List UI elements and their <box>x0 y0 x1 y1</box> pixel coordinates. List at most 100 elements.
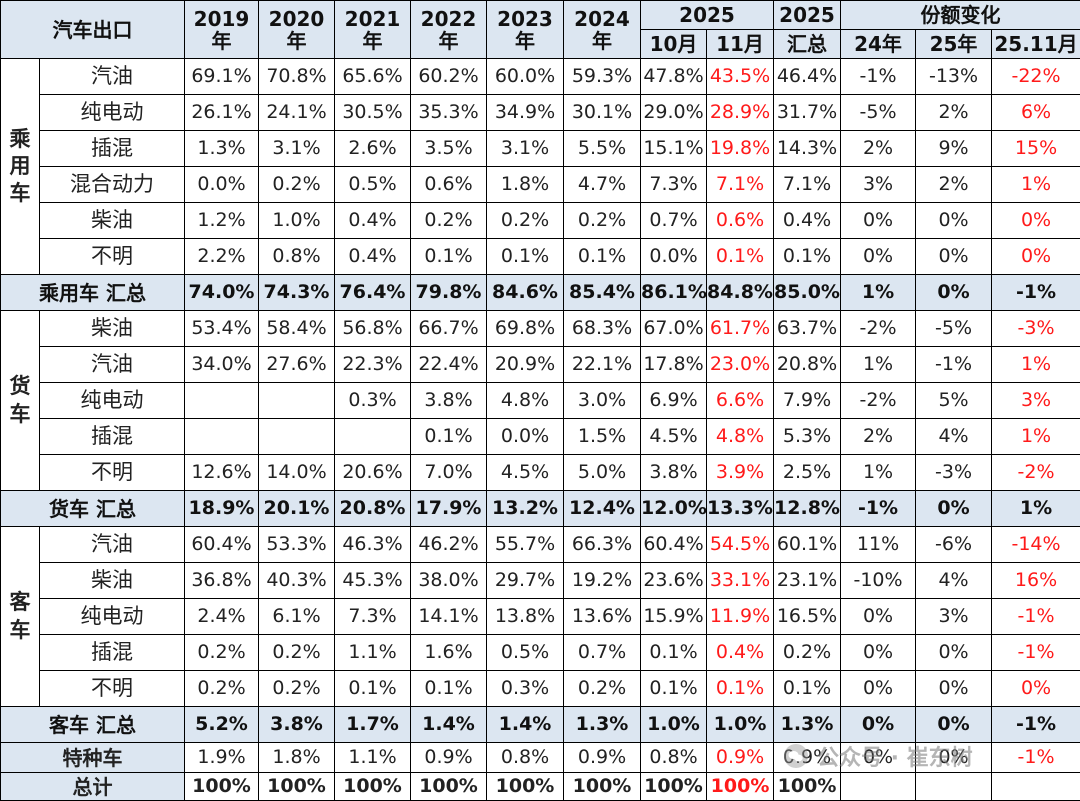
value-cell: 29.7% <box>487 563 564 599</box>
value-cell: 2% <box>841 419 916 455</box>
value-cell <box>185 419 259 455</box>
value-cell: 19.2% <box>564 563 641 599</box>
fuel-label: 汽油 <box>40 527 185 563</box>
value-cell: 1.4% <box>487 707 564 743</box>
empty-cell <box>916 773 992 801</box>
value-cell: 0.8% <box>259 239 335 275</box>
value-cell: 0.1% <box>641 671 707 707</box>
value-cell: 0.3% <box>487 671 564 707</box>
value-cell: 11.9% <box>707 599 774 635</box>
value-cell: 60.0% <box>487 59 564 95</box>
value-cell: 0.1% <box>564 239 641 275</box>
value-cell: 0.9% <box>774 743 841 773</box>
value-cell: 0.1% <box>707 671 774 707</box>
value-cell: 34.0% <box>185 347 259 383</box>
value-cell: 84.8% <box>707 275 774 311</box>
value-cell: 3% <box>992 383 1080 419</box>
value-cell: 4.7% <box>564 167 641 203</box>
sum-label-header: 汇总 <box>774 30 841 59</box>
value-cell: 15.9% <box>641 599 707 635</box>
value-cell: -5% <box>841 95 916 131</box>
value-cell: -2% <box>841 311 916 347</box>
value-cell: 69.1% <box>185 59 259 95</box>
value-cell: -1% <box>992 635 1080 671</box>
value-cell: 0.1% <box>487 239 564 275</box>
value-cell: 0.2% <box>487 203 564 239</box>
value-cell: 5.0% <box>564 455 641 491</box>
share-col-header: 24年 <box>841 30 916 59</box>
value-cell: 2.2% <box>185 239 259 275</box>
value-cell: 4.8% <box>707 419 774 455</box>
value-cell: 7.3% <box>335 599 411 635</box>
value-cell: 4% <box>916 419 992 455</box>
value-cell: 5.2% <box>185 707 259 743</box>
value-cell: 85.0% <box>774 275 841 311</box>
value-cell: 1% <box>992 167 1080 203</box>
value-cell: 23.6% <box>641 563 707 599</box>
fuel-label: 汽油 <box>40 347 185 383</box>
value-cell: 0% <box>841 599 916 635</box>
year-header: 2024 年 <box>564 1 641 59</box>
value-cell: 20.9% <box>487 347 564 383</box>
value-cell: 1.0% <box>707 707 774 743</box>
value-cell: 0.9% <box>411 743 487 773</box>
value-cell: 1% <box>992 419 1080 455</box>
value-cell: 0.2% <box>564 203 641 239</box>
value-cell: 3.5% <box>411 131 487 167</box>
nov-header: 11月 <box>707 30 774 59</box>
value-cell: 66.7% <box>411 311 487 347</box>
value-cell: 0.7% <box>641 203 707 239</box>
value-cell: 0% <box>916 203 992 239</box>
value-cell: 3.1% <box>259 131 335 167</box>
value-cell: 67.0% <box>641 311 707 347</box>
value-cell: 68.3% <box>564 311 641 347</box>
value-cell: 0% <box>992 239 1080 275</box>
value-cell: 0.5% <box>487 635 564 671</box>
value-cell: 43.5% <box>707 59 774 95</box>
value-cell: 6.9% <box>641 383 707 419</box>
value-cell: 5.3% <box>774 419 841 455</box>
value-cell: 36.8% <box>185 563 259 599</box>
value-cell: 12.6% <box>185 455 259 491</box>
value-cell: 0.5% <box>335 167 411 203</box>
value-cell: 0.9% <box>707 743 774 773</box>
value-cell: 2.5% <box>774 455 841 491</box>
value-cell: 1.5% <box>564 419 641 455</box>
fuel-label: 不明 <box>40 671 185 707</box>
value-cell: 3.8% <box>411 383 487 419</box>
value-cell: 28.9% <box>707 95 774 131</box>
share-col-header: 25年 <box>916 30 992 59</box>
value-cell: 0% <box>992 203 1080 239</box>
year-header: 2023 年 <box>487 1 564 59</box>
value-cell: 4.8% <box>487 383 564 419</box>
value-cell: -1% <box>992 707 1080 743</box>
special-label: 特种车 <box>1 743 185 773</box>
value-cell: 0.2% <box>259 671 335 707</box>
year-2025-header: 2025 <box>641 1 774 30</box>
value-cell: 0.2% <box>185 671 259 707</box>
value-cell: 35.3% <box>411 95 487 131</box>
value-cell: 74.0% <box>185 275 259 311</box>
value-cell: 46.3% <box>335 527 411 563</box>
category-cell: 货 车 <box>1 311 40 491</box>
value-cell: 29.0% <box>641 95 707 131</box>
fuel-label: 柴油 <box>40 563 185 599</box>
value-cell: -1% <box>841 59 916 95</box>
value-cell: 3% <box>916 599 992 635</box>
value-cell: 1.4% <box>411 707 487 743</box>
year-header: 2022 年 <box>411 1 487 59</box>
value-cell: 2.6% <box>335 131 411 167</box>
value-cell: 70.8% <box>259 59 335 95</box>
value-cell: 18.9% <box>185 491 259 527</box>
value-cell: 0.4% <box>774 203 841 239</box>
value-cell: 9% <box>916 131 992 167</box>
value-cell: 16.5% <box>774 599 841 635</box>
value-cell: 13.3% <box>707 491 774 527</box>
